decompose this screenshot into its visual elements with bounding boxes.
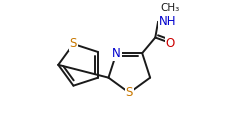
- Text: S: S: [126, 86, 133, 99]
- Text: CH₃: CH₃: [160, 3, 179, 13]
- Text: NH: NH: [159, 15, 177, 28]
- Text: O: O: [166, 37, 175, 50]
- Text: S: S: [70, 38, 77, 50]
- Text: N: N: [112, 47, 121, 60]
